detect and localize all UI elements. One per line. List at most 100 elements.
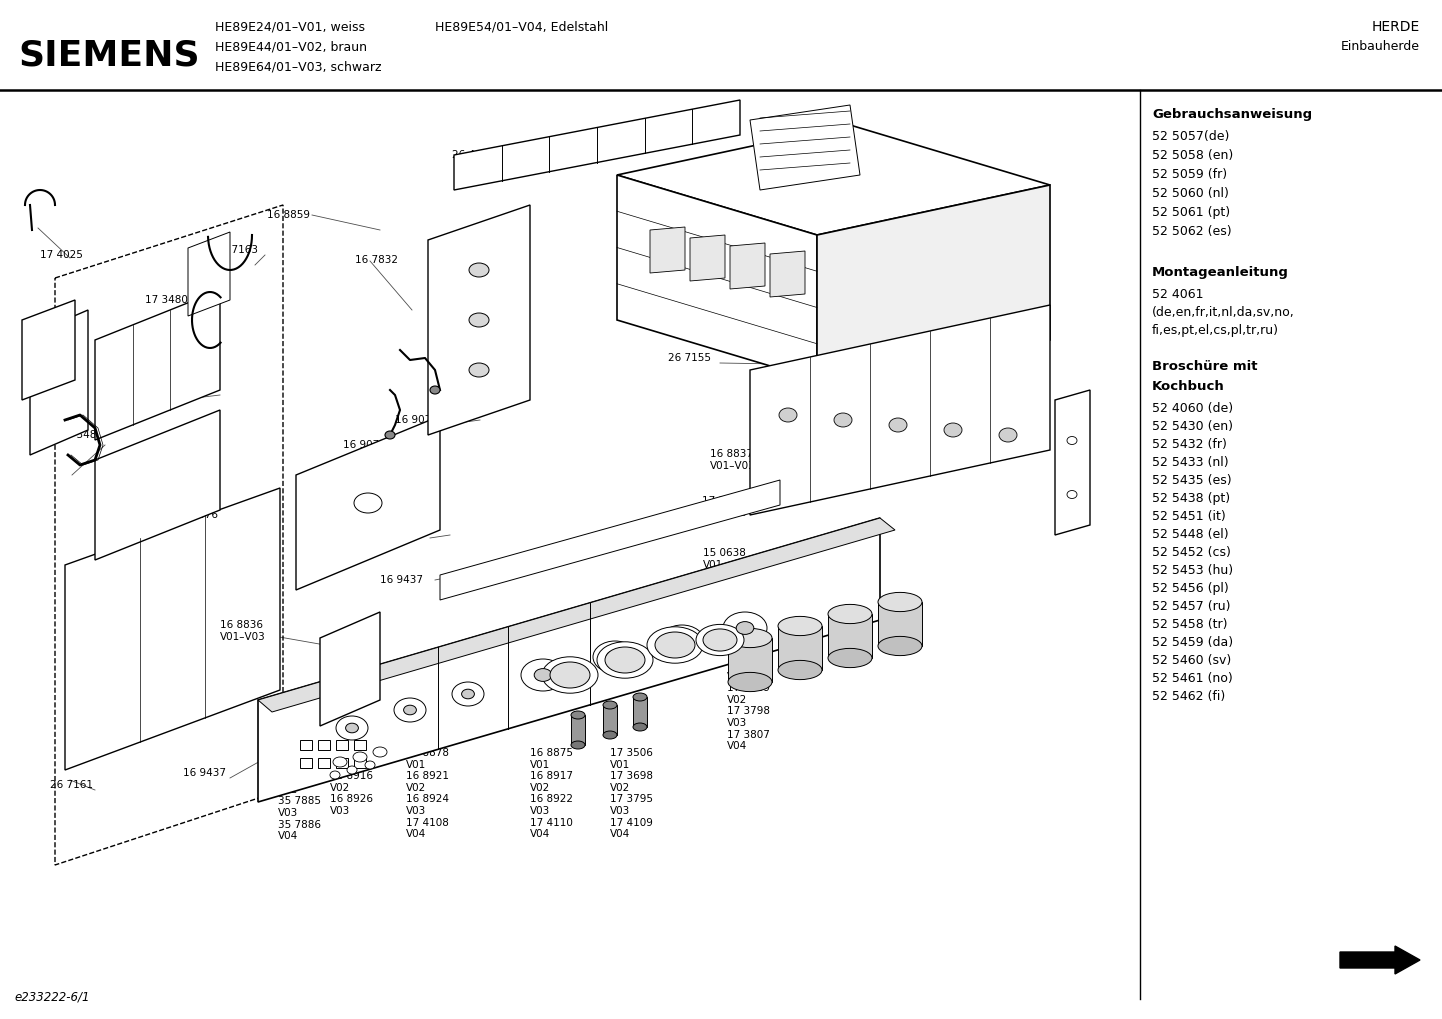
Ellipse shape	[999, 428, 1017, 442]
Text: 17 3508
V01–V03: 17 3508 V01–V03	[702, 496, 748, 518]
Ellipse shape	[571, 711, 585, 719]
Ellipse shape	[833, 413, 852, 427]
Text: 52 5460 (sv): 52 5460 (sv)	[1152, 654, 1231, 667]
Text: 52 4060 (de): 52 4060 (de)	[1152, 403, 1233, 415]
Text: 52 5432 (fr): 52 5432 (fr)	[1152, 438, 1227, 451]
Bar	[336, 758, 348, 768]
Text: 16 9071: 16 9071	[395, 415, 438, 425]
Polygon shape	[428, 205, 531, 435]
Text: (de,en,fr,it,nl,da,sv,no,: (de,en,fr,it,nl,da,sv,no,	[1152, 306, 1295, 319]
Text: SIEMENS: SIEMENS	[17, 38, 199, 72]
Polygon shape	[617, 175, 818, 380]
Text: 16 9437: 16 9437	[381, 575, 423, 585]
Ellipse shape	[828, 648, 872, 667]
Text: 26 7155: 26 7155	[668, 353, 711, 363]
Text: e233222-6/1: e233222-6/1	[14, 991, 89, 1004]
Ellipse shape	[779, 660, 822, 680]
Ellipse shape	[603, 701, 617, 709]
Text: 26 7154: 26 7154	[647, 320, 691, 330]
Text: 26 7161: 26 7161	[50, 780, 92, 790]
Ellipse shape	[365, 761, 375, 769]
Ellipse shape	[469, 363, 489, 377]
Text: 52 5057(de): 52 5057(de)	[1152, 130, 1230, 143]
Text: 26 7153: 26 7153	[647, 296, 691, 306]
Polygon shape	[22, 300, 75, 400]
Text: 26 7416: 26 7416	[378, 530, 421, 540]
Ellipse shape	[704, 629, 737, 651]
Text: 16 8859: 16 8859	[267, 210, 310, 220]
Ellipse shape	[348, 766, 358, 774]
Text: 17 3476: 17 3476	[174, 510, 218, 520]
Ellipse shape	[779, 616, 822, 636]
Ellipse shape	[430, 386, 440, 394]
Bar	[336, 740, 348, 750]
Text: 17 3477: 17 3477	[146, 388, 187, 398]
Text: 52 5453 (hu): 52 5453 (hu)	[1152, 564, 1233, 577]
Polygon shape	[65, 488, 280, 770]
Ellipse shape	[660, 625, 704, 657]
Ellipse shape	[549, 662, 590, 688]
Ellipse shape	[336, 716, 368, 740]
Text: 26 7162: 26 7162	[22, 335, 65, 345]
Ellipse shape	[696, 625, 744, 655]
Text: 15 0638
V01
16 8998
V02
16 6785
V03: 15 0638 V01 16 8998 V02 16 6785 V03	[704, 548, 746, 616]
Polygon shape	[571, 715, 585, 745]
Ellipse shape	[878, 637, 921, 655]
Ellipse shape	[597, 642, 653, 679]
Text: Gebrauchsanweisung: Gebrauchsanweisung	[1152, 108, 1312, 121]
Text: HE89E64/01–V03, schwarz: HE89E64/01–V03, schwarz	[215, 60, 382, 73]
Ellipse shape	[673, 635, 691, 647]
Text: Montageanleitung: Montageanleitung	[1152, 266, 1289, 279]
Ellipse shape	[461, 689, 474, 699]
Polygon shape	[779, 626, 822, 671]
Polygon shape	[187, 232, 231, 316]
Text: 52 5058 (en): 52 5058 (en)	[1152, 149, 1233, 162]
Text: 16 8877
V01
16 8916
V02
16 8926
V03: 16 8877 V01 16 8916 V02 16 8926 V03	[330, 748, 373, 816]
Text: 15 0347: 15 0347	[647, 175, 691, 185]
Ellipse shape	[333, 757, 348, 767]
Text: 17 3480: 17 3480	[146, 294, 187, 305]
Ellipse shape	[521, 659, 565, 691]
Text: 16 9437: 16 9437	[183, 768, 226, 777]
Ellipse shape	[728, 673, 771, 692]
Text: 26 7193: 26 7193	[580, 130, 623, 140]
Ellipse shape	[647, 627, 704, 663]
Polygon shape	[728, 638, 771, 682]
Text: 16 9098: 16 9098	[320, 477, 363, 487]
Polygon shape	[828, 614, 872, 658]
Text: fi,es,pt,el,cs,pl,tr,ru): fi,es,pt,el,cs,pl,tr,ru)	[1152, 324, 1279, 337]
Ellipse shape	[722, 612, 767, 644]
Ellipse shape	[606, 647, 645, 673]
Ellipse shape	[373, 747, 386, 757]
Text: Kochbuch: Kochbuch	[1152, 380, 1224, 393]
Text: 52 5433 (nl): 52 5433 (nl)	[1152, 455, 1229, 469]
Text: 16 9075: 16 9075	[343, 440, 386, 450]
Polygon shape	[770, 251, 805, 297]
Text: 35 6246
V01
35 6356
V02
35 7885
V03
35 7886
V04: 35 6246 V01 35 6356 V02 35 7885 V03 35 7…	[278, 750, 322, 842]
Ellipse shape	[606, 650, 624, 663]
Text: 52 5461 (no): 52 5461 (no)	[1152, 672, 1233, 685]
Text: 52 5456 (pl): 52 5456 (pl)	[1152, 582, 1229, 595]
Ellipse shape	[828, 604, 872, 624]
Ellipse shape	[633, 723, 647, 731]
Text: HE89E24/01–V01, weiss: HE89E24/01–V01, weiss	[215, 20, 365, 33]
Ellipse shape	[404, 705, 417, 714]
Polygon shape	[650, 227, 685, 273]
Ellipse shape	[890, 418, 907, 432]
Text: 52 5448 (el): 52 5448 (el)	[1152, 528, 1229, 541]
Ellipse shape	[593, 641, 637, 673]
Ellipse shape	[779, 408, 797, 422]
Polygon shape	[617, 125, 1050, 235]
Bar	[300, 758, 311, 768]
Ellipse shape	[330, 771, 340, 779]
Ellipse shape	[633, 693, 647, 701]
Text: 26 4147: 26 4147	[451, 150, 495, 160]
Text: 16 7832: 16 7832	[355, 255, 398, 265]
Polygon shape	[95, 410, 221, 560]
Ellipse shape	[534, 668, 552, 682]
Polygon shape	[258, 518, 880, 802]
Text: Broschüre mit: Broschüre mit	[1152, 360, 1257, 373]
Text: 17 3507
V01
17 3769
V02
17 3798
V03
17 3807
V04: 17 3507 V01 17 3769 V02 17 3798 V03 17 3…	[727, 660, 770, 751]
Ellipse shape	[385, 431, 395, 439]
Text: 26 4469: 26 4469	[647, 263, 691, 273]
